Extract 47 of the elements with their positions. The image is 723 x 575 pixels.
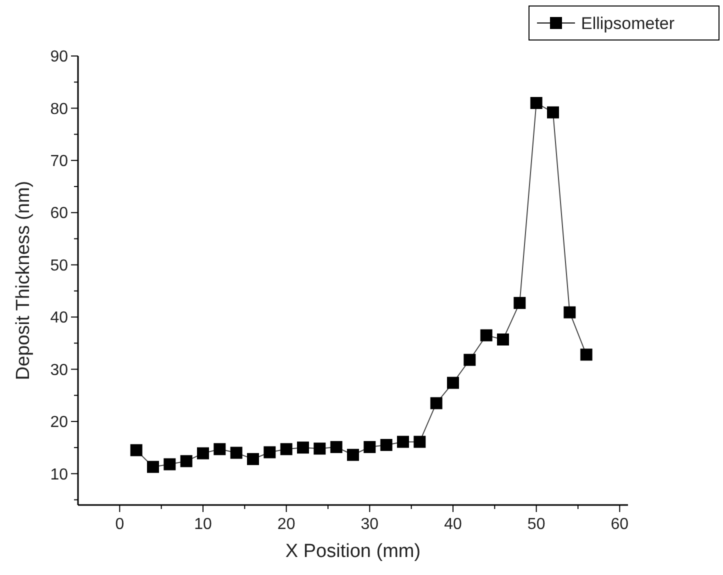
y-tick-label: 30 <box>50 362 68 379</box>
x-tick-label: 40 <box>444 516 462 533</box>
point <box>430 397 442 410</box>
y-axis-title: Deposit Thickness (nm) <box>13 180 34 380</box>
point <box>464 354 476 366</box>
point <box>180 455 192 468</box>
point <box>530 96 542 109</box>
point <box>247 453 259 466</box>
point <box>547 106 559 118</box>
point <box>314 442 326 455</box>
point <box>280 443 292 456</box>
point <box>564 306 576 318</box>
x-axis-title: X Position (mm) <box>285 541 421 562</box>
point <box>130 444 142 456</box>
y-tick-label: 40 <box>50 310 68 327</box>
legend-label: Ellipsometer <box>581 14 675 33</box>
point <box>197 447 209 460</box>
point <box>447 376 459 389</box>
point <box>330 441 342 454</box>
point <box>264 446 276 458</box>
point <box>514 296 526 309</box>
point <box>397 436 409 448</box>
y-tick-label: 10 <box>50 466 68 484</box>
point <box>147 460 159 473</box>
point <box>347 448 359 461</box>
x-tick-label: 60 <box>610 516 629 533</box>
y-tick-label: 60 <box>50 205 68 222</box>
point <box>364 441 376 454</box>
point <box>414 436 426 448</box>
point <box>580 348 592 361</box>
y-tick-label: 90 <box>50 48 68 66</box>
x-tick-label: 10 <box>194 516 212 533</box>
y-tick-label: 50 <box>50 257 68 274</box>
y-tick-label: 80 <box>50 100 68 118</box>
x-tick-label: 50 <box>527 516 546 533</box>
point <box>230 446 242 459</box>
point <box>164 458 176 470</box>
x-tick-label: 20 <box>277 516 296 533</box>
point <box>480 329 492 342</box>
point <box>497 333 509 346</box>
x-tick-label: 0 <box>115 516 124 533</box>
x-tick-label: 30 <box>360 516 379 533</box>
y-tick-label: 20 <box>50 414 68 432</box>
point <box>297 442 309 454</box>
y-tick-label: 70 <box>50 153 68 170</box>
point <box>380 438 392 451</box>
point <box>214 443 226 456</box>
